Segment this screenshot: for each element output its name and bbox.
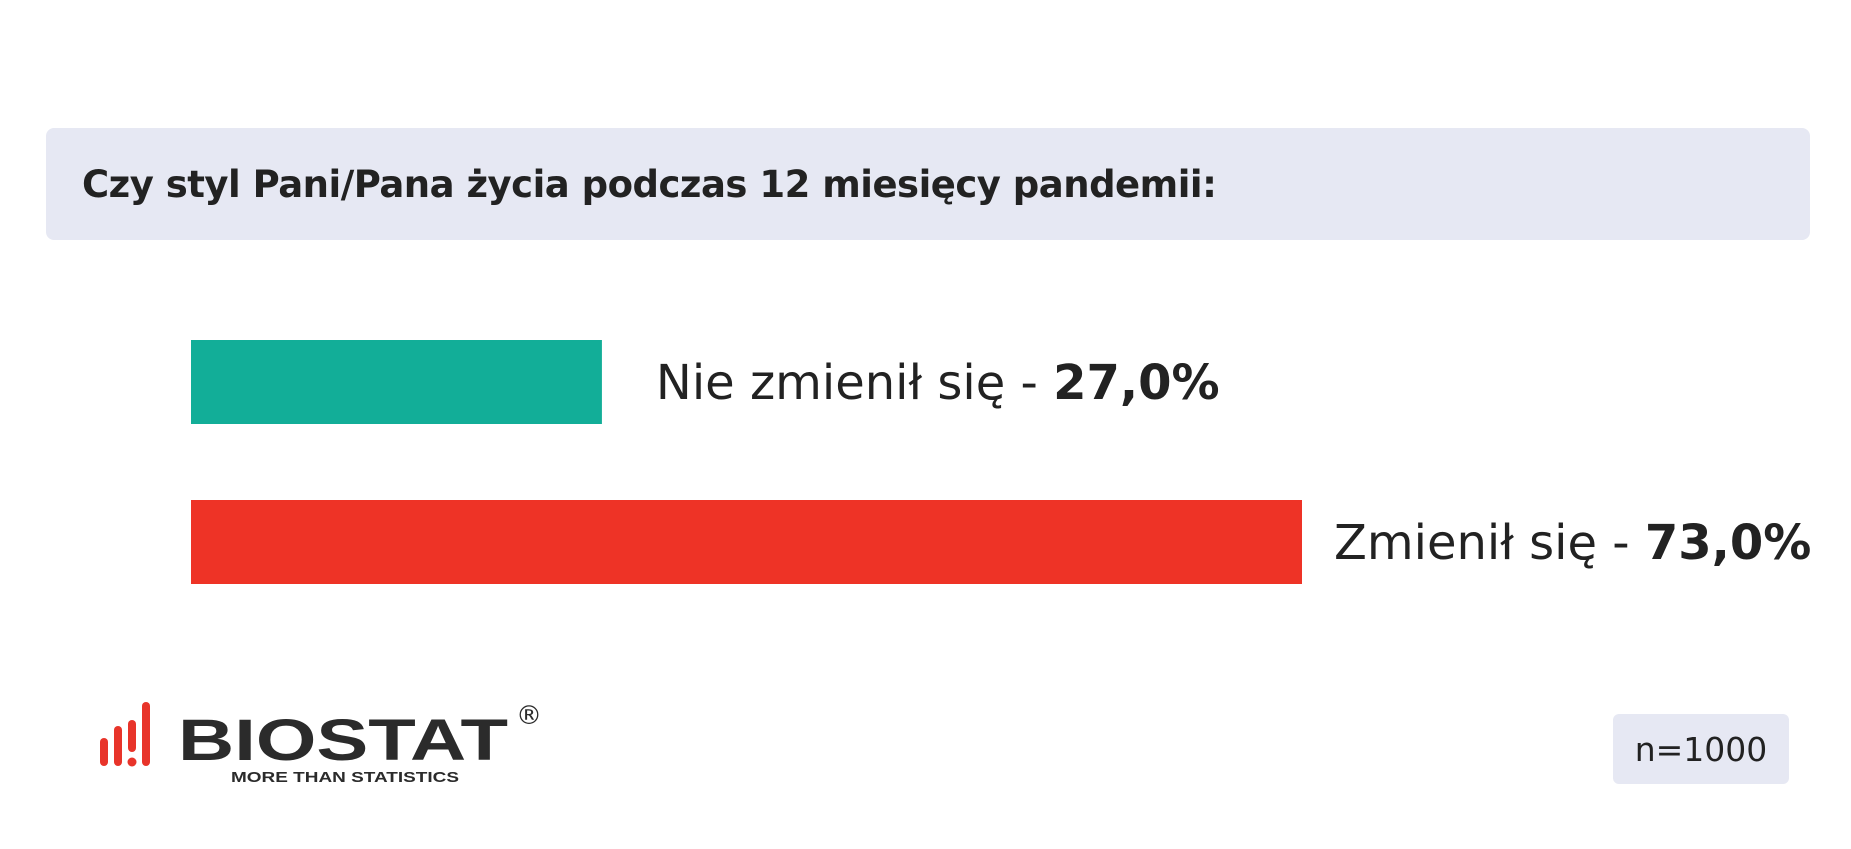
sample-size-badge: n=1000 — [1613, 714, 1789, 784]
logo-bars-icon — [100, 702, 150, 767]
bar-label-2: Zmienił się - 73,0% — [1334, 515, 1811, 571]
category-label: Nie zmienił się - — [656, 355, 1053, 411]
bar-1 — [191, 340, 602, 424]
registered-mark: ® — [516, 701, 542, 731]
bar-label-1: Nie zmienił się - 27,0% — [656, 355, 1220, 411]
sample-size-label: n=1000 — [1634, 729, 1768, 769]
biostat-logo: BIOSTAT ® MORE THAN STATISTICS — [98, 694, 558, 790]
title-box: Czy styl Pani/Pana życia podczas 12 mies… — [46, 128, 1810, 240]
logo-wordmark: BIOSTAT — [178, 708, 508, 773]
category-label: Zmienił się - — [1334, 515, 1645, 571]
bar-2 — [191, 500, 1302, 584]
value-label: 27,0% — [1053, 355, 1220, 411]
logo-tagline: MORE THAN STATISTICS — [231, 769, 459, 786]
chart-title: Czy styl Pani/Pana życia podczas 12 mies… — [82, 162, 1217, 206]
value-label: 73,0% — [1645, 515, 1812, 571]
